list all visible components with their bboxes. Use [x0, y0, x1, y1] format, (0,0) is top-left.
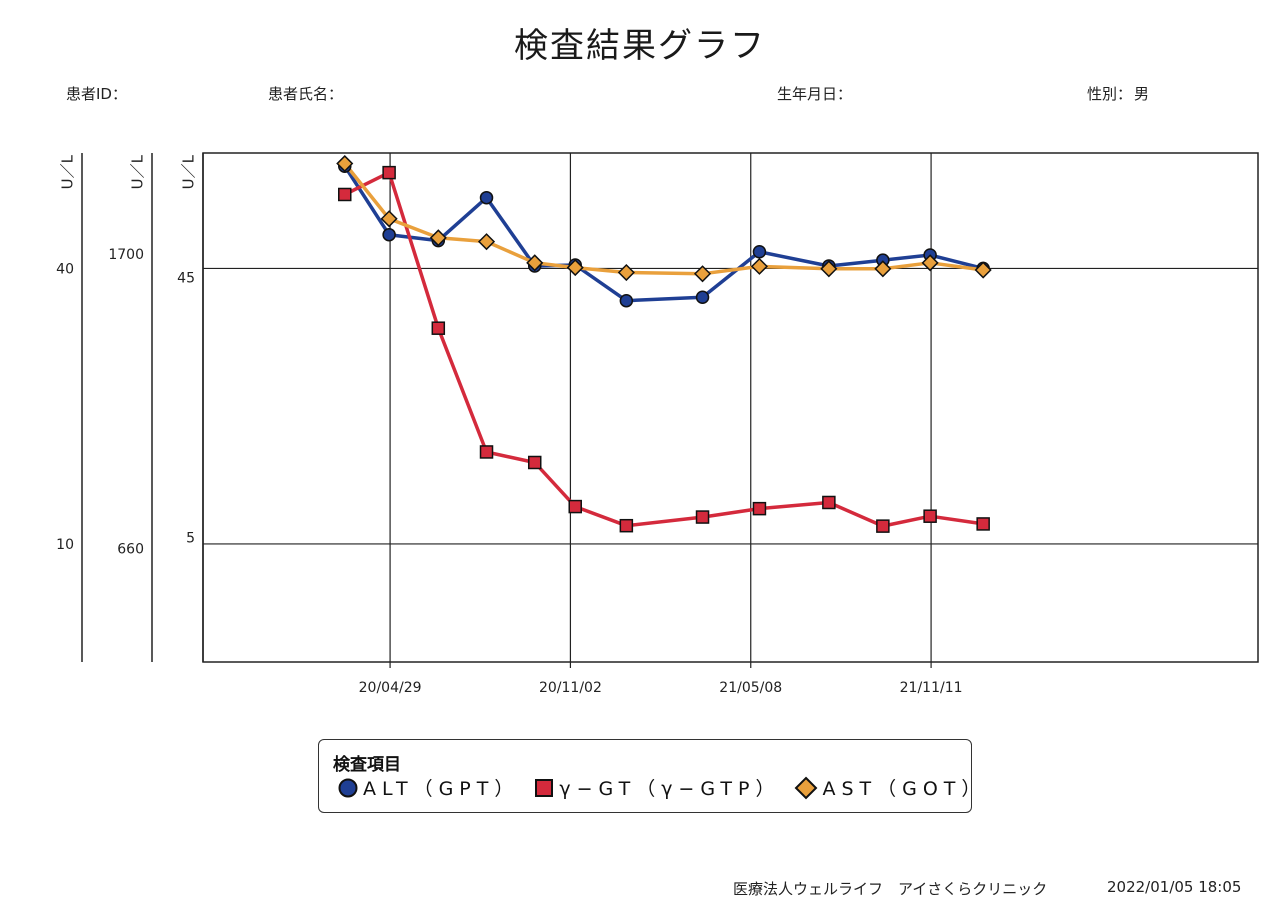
- y-tick-label: 10: [56, 537, 74, 553]
- data-point-square: [923, 509, 937, 523]
- data-point-diamond: [526, 254, 544, 272]
- data-point-diamond: [693, 265, 712, 283]
- diamond-marker-icon: [795, 776, 818, 799]
- patient-name-field: 患者氏名：: [268, 83, 345, 104]
- legend-items: ALT（GPT） γ−GT（γ−GTP） AST（GOT）: [337, 774, 1000, 801]
- data-point-diamond: [750, 257, 768, 275]
- y-tick-label: 45: [177, 271, 195, 287]
- data-point-square: [876, 519, 890, 533]
- data-point-square: [431, 321, 446, 335]
- circle-marker-icon: [338, 778, 358, 797]
- data-point-circle: [479, 190, 494, 205]
- data-point-square: [822, 495, 836, 510]
- birthdate-label: 生年月日：: [777, 85, 853, 103]
- y-tick-label: 40: [56, 261, 74, 277]
- data-point-circle: [619, 293, 634, 308]
- series-line: [343, 170, 985, 528]
- y-tick-label: 1700: [108, 247, 144, 263]
- data-point-diamond: [336, 154, 354, 173]
- data-point-circle: [695, 290, 710, 304]
- plot-frame: [202, 152, 1259, 663]
- legend-label-ast: AST（GOT）: [822, 778, 987, 800]
- y-axis-unit-label: U／L: [59, 154, 77, 189]
- patient-id-label: 患者ID：: [66, 85, 127, 103]
- data-point-diamond: [974, 261, 992, 279]
- legend-item-alt: ALT（GPT）: [337, 774, 519, 801]
- legend-item-ggt: γ−GT（γ−GTP）: [533, 774, 780, 801]
- data-point-square: [382, 165, 396, 180]
- clinic-name: 医療法人ウェルライフ アイさくらクリニック: [733, 880, 1048, 898]
- sex-field: 性別：男: [1087, 83, 1149, 104]
- print-timestamp: 2022/01/05 18:05: [1107, 878, 1242, 896]
- data-point-square: [976, 517, 990, 531]
- x-tick-label: 20/11/02: [539, 680, 602, 696]
- sex-value: 男: [1134, 85, 1150, 103]
- data-point-diamond: [429, 229, 447, 247]
- data-point-diamond: [566, 259, 584, 277]
- data-point-diamond: [921, 254, 939, 272]
- data-point-square: [527, 455, 542, 470]
- square-marker-icon: [535, 778, 554, 797]
- data-point-square: [479, 445, 494, 459]
- x-tick-label: 20/04/29: [359, 680, 422, 696]
- legend-item-ast: AST（GOT）: [794, 774, 986, 801]
- data-point-diamond: [820, 260, 838, 278]
- legend-title: 検査項目: [333, 755, 401, 775]
- data-point-square: [752, 501, 767, 516]
- data-point-square: [338, 187, 352, 202]
- patient-name-label: 患者氏名：: [268, 85, 344, 103]
- data-point-diamond: [874, 260, 892, 278]
- data-point-circle: [752, 245, 767, 259]
- y-tick-label: 5: [186, 531, 195, 547]
- data-point-diamond: [477, 233, 496, 251]
- data-point-diamond: [380, 210, 398, 228]
- data-point-square: [619, 518, 634, 533]
- data-point-square: [568, 499, 582, 514]
- y-tick-label: 660: [117, 541, 144, 557]
- data-point-circle: [382, 227, 396, 242]
- legend-label-alt: ALT（GPT）: [363, 778, 520, 800]
- sex-label: 性別：: [1087, 85, 1133, 103]
- x-tick-label: 21/11/11: [900, 680, 963, 696]
- y-axis-unit-label: U／L: [180, 154, 198, 189]
- y-axis-unit-label: U／L: [129, 154, 147, 189]
- page-title: 検査結果グラフ: [514, 26, 766, 66]
- legend-label-ggt: γ−GT（γ−GTP）: [559, 778, 781, 800]
- birthdate-field: 生年月日：: [777, 83, 854, 104]
- data-point-diamond: [617, 263, 635, 282]
- patient-id-field: 患者ID：: [66, 83, 129, 104]
- data-point-square: [695, 510, 710, 524]
- x-tick-label: 21/05/08: [719, 680, 782, 696]
- chart-legend: 検査項目 ALT（GPT） γ−GT（γ−GTP） AST（GOT）: [318, 739, 980, 813]
